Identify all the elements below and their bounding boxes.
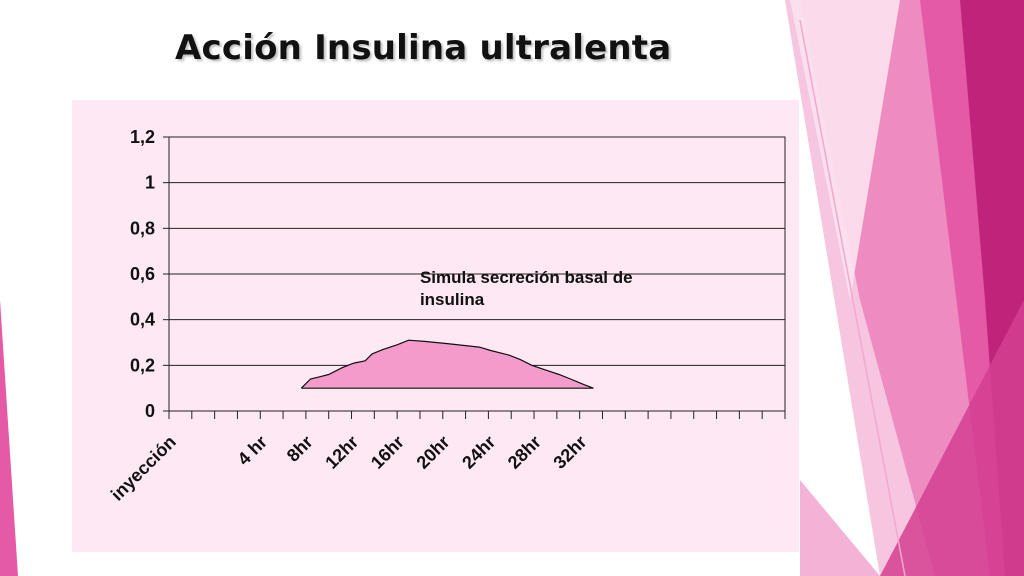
chart-annotation: Simula secreción basal de insulina: [420, 268, 637, 309]
deco-thin-line: [799, 19, 906, 576]
x-axis-tick-labels: inyección 4 hr 8hr 12hr 16hr 20hr 24hr 28hr 32hr: [107, 432, 591, 505]
annotation-line-1: Simula secreción basal de: [420, 268, 633, 287]
x-tick-label: 28hr: [504, 432, 545, 473]
x-tick-label: inyección: [107, 432, 180, 505]
x-tick-label: 24hr: [458, 432, 499, 473]
y-tick-label: 0,6: [130, 264, 155, 284]
chart-panel: 0 0,2 0,4 0,6 0,8 1 1,2 inyección 4 hr 8hr 12hr 16…: [72, 100, 799, 552]
y-tick-label: 1: [145, 173, 155, 193]
x-tick-label: 32hr: [549, 432, 590, 473]
y-tick-label: 0: [145, 401, 155, 421]
y-tick-label: 0,8: [130, 218, 155, 238]
grid-lines: [163, 136, 785, 412]
x-axis-ticks: [168, 411, 786, 419]
chart-area: 0 0,2 0,4 0,6 0,8 1 1,2 inyección 4 hr 8hr 12hr 16…: [107, 127, 786, 505]
slide-title: Acción Insulina ultralenta: [175, 28, 672, 68]
x-tick-label: 4 hr: [234, 432, 271, 469]
y-axis-tick-labels: 0 0,2 0,4 0,6 0,8 1 1,2: [130, 127, 155, 421]
y-tick-label: 0,4: [130, 310, 155, 330]
series-area: [300, 339, 594, 389]
series-area-shape: [300, 339, 594, 389]
deco-white-triangle: [790, 0, 900, 300]
x-tick-label: 8hr: [283, 432, 317, 466]
y-tick-label: 0,2: [130, 355, 155, 375]
x-tick-label: 12hr: [321, 432, 362, 473]
deco-pink-triangle-right: [880, 300, 1024, 576]
deco-left-edge-band: [0, 300, 18, 576]
x-tick-label: 16hr: [367, 432, 408, 473]
annotation-line-2: insulina: [420, 290, 485, 309]
x-tick-label: 20hr: [413, 432, 454, 473]
y-tick-label: 1,2: [130, 127, 155, 147]
deco-bottom-pink-wedge: [800, 480, 880, 576]
